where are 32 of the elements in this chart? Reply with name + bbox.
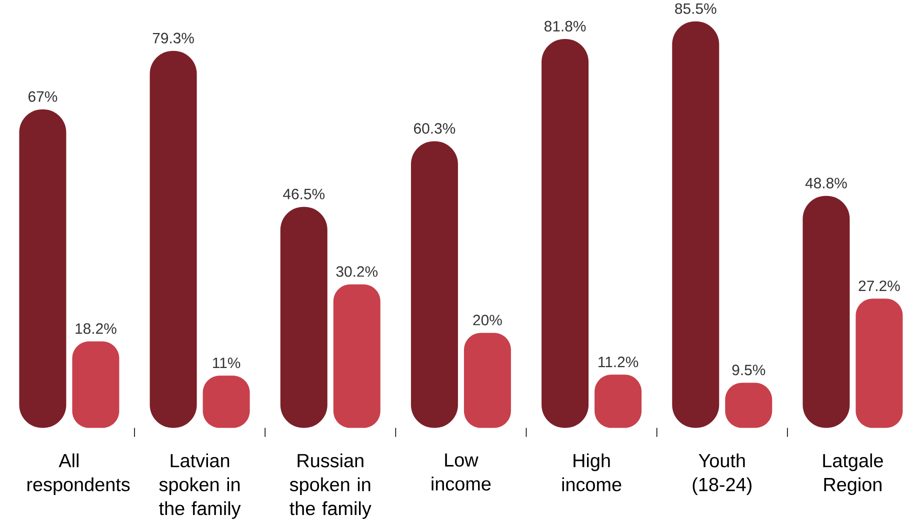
data-label: 46.5% — [283, 188, 325, 200]
bar — [333, 284, 380, 428]
data-label: 9.5% — [732, 364, 766, 376]
bar — [856, 298, 903, 428]
bar — [410, 141, 458, 428]
data-label: 11% — [213, 358, 240, 368]
data-label: 18.2% — [76, 323, 116, 334]
bar — [280, 206, 328, 428]
data-label: 30.2% — [336, 266, 378, 277]
bar — [19, 109, 66, 428]
x-tick-label: All respondents — [27, 453, 130, 495]
x-tick-label: Latgale Region — [823, 453, 883, 495]
data-label: 48.8% — [805, 178, 847, 188]
bar — [542, 38, 589, 428]
data-label: 11.2% — [598, 356, 638, 368]
data-label: 60.3% — [414, 123, 456, 134]
x-tick-label: Low income — [432, 453, 491, 490]
data-label: 27.2% — [858, 280, 900, 291]
x-tick-label: High income — [562, 453, 622, 492]
data-label: 85.5% — [675, 3, 716, 14]
bar — [672, 21, 720, 428]
data-label: 79.3% — [152, 32, 194, 44]
bar — [72, 341, 120, 428]
x-tick-label: Russian spoken in the family — [290, 453, 372, 519]
data-label: 20% — [473, 314, 502, 326]
bar — [802, 196, 850, 428]
bar — [150, 50, 197, 428]
data-label: 81.8% — [544, 20, 586, 32]
data-label: 67% — [28, 91, 58, 102]
x-tick-label: Latvian spoken in the family — [159, 453, 241, 519]
x-tick-label: Youth (18-24) — [692, 453, 752, 495]
bar — [464, 332, 511, 428]
